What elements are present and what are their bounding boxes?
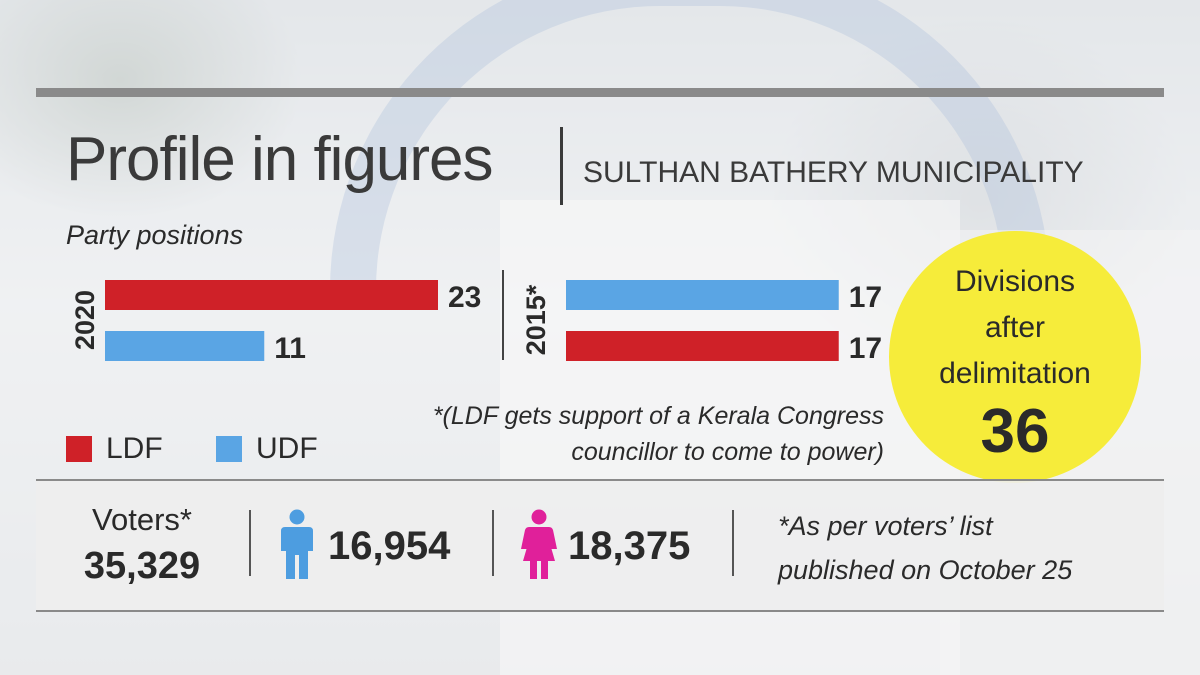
divisions-label-line1: Divisions bbox=[954, 265, 1076, 298]
legend-label-ldf: LDF bbox=[106, 432, 163, 465]
voters-divider-3 bbox=[732, 510, 734, 576]
page-title: Profile in figures bbox=[66, 125, 494, 194]
year-label-0: 2020 bbox=[70, 290, 100, 350]
divisions-label-line2: after bbox=[984, 311, 1046, 344]
legend-item-ldf: LDF bbox=[66, 432, 163, 466]
legend-swatch-ldf bbox=[66, 436, 92, 462]
legend-item-udf: UDF bbox=[216, 432, 318, 466]
divisions-label: Divisions after delimitation bbox=[889, 259, 1141, 397]
voters-total: 35,329 bbox=[83, 545, 201, 587]
bar-value-2015-udf: 17 bbox=[849, 281, 882, 314]
chart-footnote-line2: councillor to come to power) bbox=[571, 438, 884, 466]
divisions-value: 36 bbox=[980, 397, 1050, 466]
title-divider bbox=[560, 127, 563, 205]
bar-2015-ldf bbox=[566, 331, 839, 361]
top-rule bbox=[36, 88, 1164, 97]
male-person-icon bbox=[281, 509, 313, 579]
female-voters-count: 18,375 bbox=[568, 524, 691, 568]
chart-footnote: *(LDF gets support of a Kerala Congress … bbox=[433, 398, 884, 470]
bar-value-2020-udf: 11 bbox=[274, 332, 306, 365]
voters-note: *As per voters’ list published on Octobe… bbox=[778, 504, 1072, 592]
divisions-label-line3: delimitation bbox=[939, 357, 1091, 390]
voters-divider-2 bbox=[492, 510, 494, 576]
voters-divider-1 bbox=[249, 510, 251, 576]
bar-2020-udf bbox=[105, 331, 265, 361]
voters-band bbox=[36, 479, 1164, 612]
bar-value-2015-ldf: 17 bbox=[849, 332, 882, 365]
bar-2015-udf bbox=[566, 280, 839, 310]
chart-footnote-line1: *(LDF gets support of a Kerala Congress bbox=[432, 402, 884, 430]
bar-value-2020-ldf: 23 bbox=[448, 281, 481, 314]
legend-swatch-udf bbox=[216, 436, 242, 462]
female-person-icon bbox=[521, 509, 557, 579]
legend-label-udf: UDF bbox=[256, 432, 318, 465]
year-label-1: 2015* bbox=[521, 284, 551, 355]
page-subtitle: SULTHAN BATHERY MUNICIPALITY bbox=[583, 156, 1084, 189]
male-voters-count: 16,954 bbox=[328, 524, 451, 568]
voters-note-line2: published on October 25 bbox=[778, 555, 1073, 585]
voters-note-line1: *As per voters’ list bbox=[778, 511, 993, 541]
bar-2020-ldf bbox=[105, 280, 438, 310]
chart-title: Party positions bbox=[66, 220, 244, 250]
divisions-badge: Divisions after delimitation 36 bbox=[889, 231, 1141, 483]
voters-label: Voters* bbox=[92, 502, 192, 537]
